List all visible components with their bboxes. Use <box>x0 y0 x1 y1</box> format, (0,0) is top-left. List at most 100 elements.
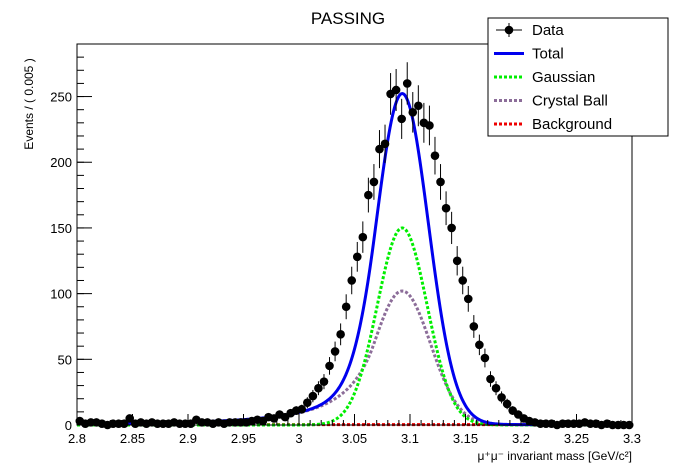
data-point <box>341 294 351 320</box>
y-tick-label: 250 <box>50 90 72 105</box>
data-marker <box>336 330 345 339</box>
data-point <box>402 62 412 105</box>
legend-item-crystal-ball: Crystal Ball <box>494 93 608 110</box>
data-marker <box>352 252 362 262</box>
data-point <box>336 323 345 346</box>
data-marker <box>425 121 434 130</box>
data-marker <box>303 398 312 407</box>
data-marker <box>491 383 501 393</box>
x-tick-label: 2.85 <box>120 431 145 446</box>
data-point <box>125 414 135 423</box>
data-point <box>347 266 357 295</box>
legend-item-data: Data <box>496 22 564 39</box>
axes: 2.8 2.85 2.9 2.95 3 3.05 3.1 3.15 3.2 3.25 3.3 0 50 1… <box>50 43 641 446</box>
legend-label: Crystal Ball <box>532 93 608 110</box>
data-marker <box>447 223 456 233</box>
y-tick-label: 50 <box>58 352 72 367</box>
data-point <box>502 398 512 410</box>
x-tick-label: 3.25 <box>564 431 589 446</box>
y-tick-label: 200 <box>50 155 72 170</box>
legend: Data Total Gaussian Crystal Ball Background <box>487 17 669 137</box>
data-marker <box>125 414 135 423</box>
x-tick-label: 3.15 <box>453 431 478 446</box>
legend-label: Data <box>532 22 564 39</box>
data-marker <box>369 177 379 187</box>
legend-item-gaussian: Gaussian <box>494 69 595 86</box>
x-axis-title: μ⁺μ⁻ invariant mass [GeV/c²] <box>477 449 632 463</box>
x-tick-label: 3.1 <box>401 431 419 446</box>
y-tick-label: 0 <box>65 418 72 433</box>
data-marker <box>319 377 329 386</box>
data-point <box>486 371 495 387</box>
x-tick-label: 3 <box>295 431 302 446</box>
data-marker <box>436 177 445 187</box>
data-marker <box>358 232 368 242</box>
data-marker <box>502 399 512 409</box>
data-marker <box>391 85 401 95</box>
data-marker <box>441 203 451 213</box>
data-marker <box>463 294 473 304</box>
data-point <box>364 177 373 213</box>
data-point <box>430 136 440 175</box>
data-marker <box>364 190 373 200</box>
data-marker <box>380 139 390 149</box>
data-point <box>463 286 473 312</box>
data-marker <box>375 144 384 154</box>
data-marker <box>297 404 307 414</box>
x-tick-label: 3.3 <box>623 431 641 446</box>
data-point <box>391 69 401 111</box>
data-marker <box>469 322 479 331</box>
legend-label: Total <box>532 46 564 63</box>
data-point <box>475 334 484 356</box>
data-point <box>380 124 390 164</box>
data-marker <box>458 276 468 285</box>
data-marker <box>308 391 318 401</box>
data-marker <box>402 79 412 88</box>
data-point <box>319 374 329 390</box>
data-point <box>441 191 451 226</box>
chart-title: PASSING <box>311 9 385 28</box>
data-point <box>330 341 340 362</box>
legend-item-background: Background <box>494 116 612 133</box>
data-point <box>491 381 501 396</box>
data-marker <box>341 302 351 312</box>
data-point <box>119 419 129 428</box>
x-tick-label: 2.8 <box>68 431 86 446</box>
data-point <box>497 391 506 404</box>
data-marker <box>397 114 406 124</box>
data-marker <box>452 256 462 266</box>
data-point <box>408 92 418 133</box>
data-marker <box>430 151 440 160</box>
data-marker <box>119 419 129 428</box>
data-point <box>352 241 362 272</box>
data-point <box>447 211 456 245</box>
data-point <box>452 246 462 276</box>
data-point <box>358 221 368 253</box>
data-point <box>436 164 445 200</box>
legend-label: Gaussian <box>532 69 595 86</box>
data-point <box>325 357 334 375</box>
data-marker <box>497 393 506 402</box>
data-point <box>303 397 312 409</box>
data-marker <box>330 347 340 356</box>
data-point <box>369 164 379 200</box>
data-marker <box>480 353 490 363</box>
data-point <box>308 389 318 403</box>
legend-data-marker <box>504 25 514 35</box>
data-marker <box>475 340 484 350</box>
y-tick-label: 100 <box>50 287 72 302</box>
data-point <box>297 404 307 414</box>
data-point <box>375 130 384 169</box>
data-marker <box>414 101 423 111</box>
y-axis-title: Events / ( 0.005 ) <box>22 58 36 149</box>
data-marker <box>347 276 357 285</box>
legend-label: Background <box>532 116 612 133</box>
data-point <box>314 381 323 396</box>
data-point <box>480 348 490 368</box>
data-point <box>397 98 406 139</box>
data-marker <box>325 361 334 371</box>
data-marker <box>408 108 418 117</box>
legend-box <box>487 17 669 137</box>
data-point <box>458 266 468 295</box>
